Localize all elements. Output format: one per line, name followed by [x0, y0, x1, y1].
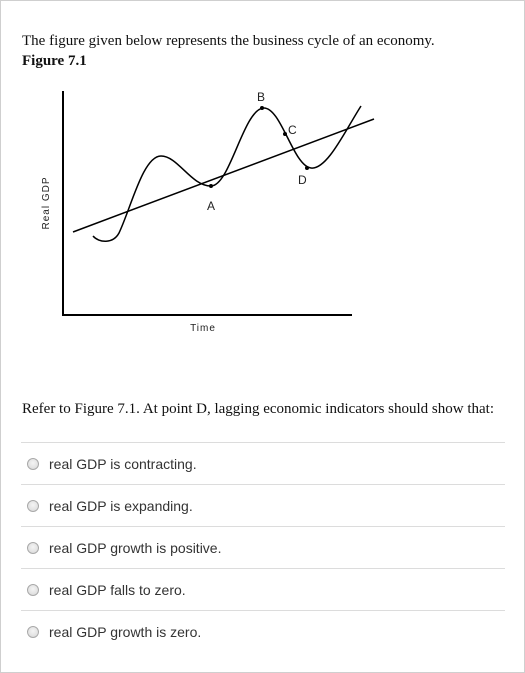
answer-option[interactable]: real GDP is expanding.	[21, 484, 505, 526]
point-b-marker	[260, 106, 264, 110]
business-cycle-figure: A B C D Real GDP Time	[41, 90, 375, 334]
radio-button[interactable]	[27, 583, 39, 596]
x-axis-label: Time	[190, 323, 216, 334]
answer-option[interactable]: real GDP growth is zero.	[21, 610, 505, 652]
answer-option-label: real GDP growth is zero.	[49, 623, 202, 640]
point-c-marker	[283, 132, 287, 136]
point-c-label: C	[288, 123, 297, 137]
answer-option-label: real GDP growth is positive.	[49, 539, 222, 556]
answer-option[interactable]: real GDP falls to zero.	[21, 568, 505, 610]
answer-option-label: real GDP is expanding.	[49, 497, 193, 514]
radio-button[interactable]	[27, 457, 39, 470]
answer-options: real GDP is contracting. real GDP is exp…	[21, 442, 505, 652]
answer-option[interactable]: real GDP is contracting.	[21, 442, 505, 484]
answer-option-label: real GDP falls to zero.	[49, 581, 186, 598]
point-a-label: A	[207, 199, 215, 213]
point-d-marker	[305, 166, 309, 170]
point-b-label: B	[257, 90, 265, 104]
question-text: Refer to Figure 7.1. At point D, lagging…	[22, 401, 495, 417]
radio-button[interactable]	[27, 625, 39, 638]
business-cycle-curve	[92, 105, 362, 242]
intro-text: The figure given below represents the bu…	[22, 33, 435, 49]
radio-button[interactable]	[27, 541, 39, 554]
radio-button[interactable]	[27, 499, 39, 512]
point-d-label: D	[298, 173, 307, 187]
answer-option-label: real GDP is contracting.	[49, 455, 197, 472]
answer-option[interactable]: real GDP growth is positive.	[21, 526, 505, 568]
figure-title: Figure 7.1	[22, 53, 87, 69]
y-axis-label: Real GDP	[41, 176, 52, 229]
point-a-marker	[209, 184, 213, 188]
